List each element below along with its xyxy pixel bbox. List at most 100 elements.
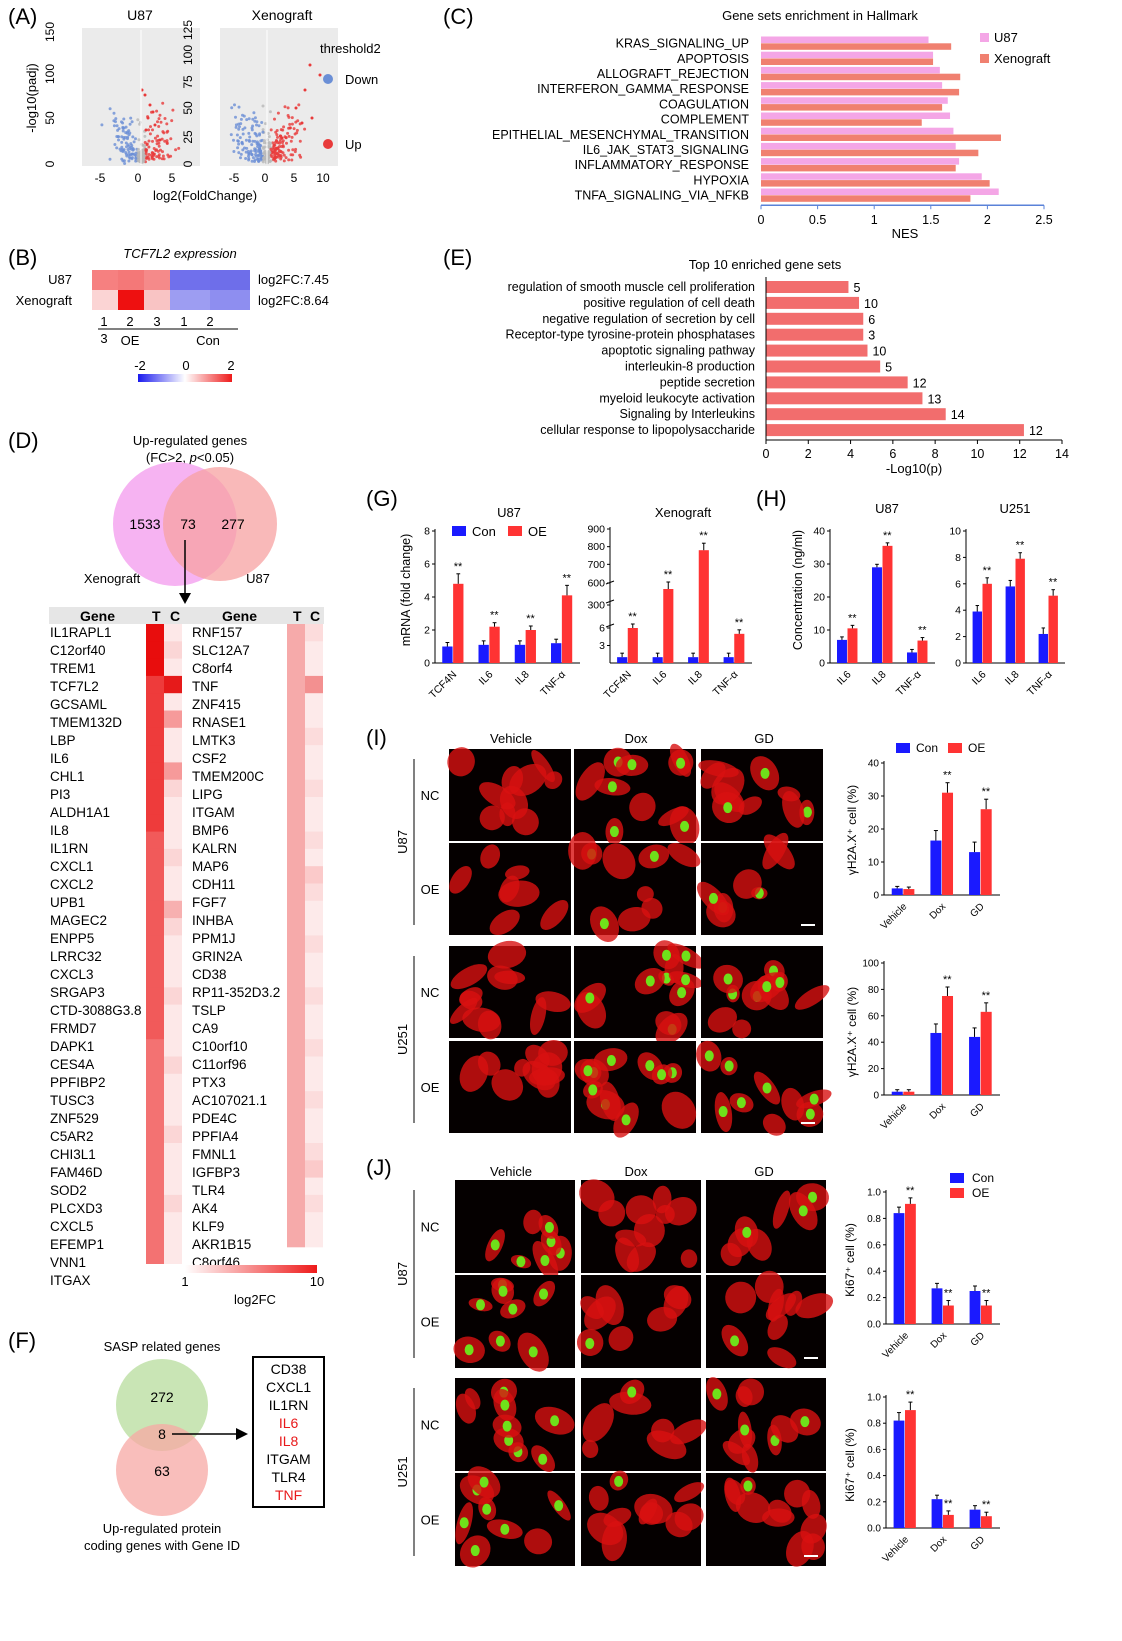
chart-c-category: APOPTOSIS — [677, 52, 749, 66]
cell-nucleus — [585, 1337, 595, 1349]
volcano-left-ytick: 0 — [43, 160, 57, 167]
bar-category: TNF-α — [1025, 669, 1055, 699]
gene-name: ITGAM — [192, 805, 235, 820]
heatmap-cell — [92, 290, 118, 310]
gene-name: LRRC32 — [50, 949, 102, 964]
gene-heat-c-cell — [305, 883, 323, 902]
cell-body — [568, 832, 598, 870]
cell-body — [479, 805, 505, 831]
gene-name: IL6 — [50, 751, 69, 766]
bar-category: Dox — [928, 901, 948, 921]
gene-heat-c-cell — [305, 1229, 323, 1248]
cell-nucleus — [798, 1205, 808, 1217]
volcano-point — [253, 149, 257, 153]
gene-heat-c-cell — [305, 1056, 323, 1075]
volcano-point — [237, 151, 241, 155]
cell-nucleus — [540, 1255, 550, 1267]
gene-heat-t-cell — [287, 1039, 305, 1057]
cell-nucleus — [708, 892, 718, 904]
heatmap-col: 1 — [180, 314, 187, 329]
gene-scale-max: 10 — [310, 1274, 324, 1289]
cell-nucleus — [704, 1050, 714, 1062]
cell-nucleus — [607, 781, 617, 793]
bar-con — [478, 644, 489, 663]
heatmap-cell — [118, 290, 144, 310]
gene-heat-t-cell — [287, 848, 305, 867]
chart-c-bar — [761, 164, 956, 172]
volcano-point — [290, 116, 294, 120]
gene-name: TNF — [192, 679, 219, 694]
gene-heat-t-cell — [146, 1194, 164, 1213]
chart-c-xlabel: NES — [892, 226, 919, 240]
volcano-point — [276, 111, 280, 115]
bar-ytick: 60 — [868, 1011, 880, 1022]
volcano-legend-title: threshold2 — [320, 41, 381, 56]
volcano-point — [253, 119, 257, 123]
volcano-point — [250, 159, 254, 163]
chart-c-bar — [761, 188, 999, 195]
bar-con — [652, 657, 663, 663]
volcano-point — [254, 132, 258, 136]
gene-heat-c-cell — [164, 624, 182, 642]
bar-oe — [561, 595, 573, 663]
cell-nucleus — [743, 1480, 753, 1492]
gene-name: RNF157 — [192, 625, 243, 640]
chart-c-bar — [761, 51, 934, 59]
volcano-point — [143, 145, 147, 149]
gene-name: ENPP5 — [50, 931, 95, 946]
volcano-point — [281, 139, 285, 143]
volcano-point — [121, 121, 125, 125]
volcano-point — [286, 131, 290, 135]
row-label: NC — [421, 788, 440, 803]
volcano-point — [147, 145, 151, 149]
chart-c-legend-swatch — [980, 54, 989, 63]
volcano-point — [144, 128, 148, 132]
row-label: OE — [421, 1513, 440, 1528]
volcano-right-ytick: 75 — [181, 75, 195, 89]
volcano-point — [141, 143, 145, 147]
bar-ytick: 2 — [424, 625, 430, 637]
gene-name: TREM1 — [50, 661, 96, 676]
bar-category: TNF-α — [538, 669, 568, 699]
volcano-point — [118, 147, 122, 151]
volcano-point — [155, 142, 159, 146]
gene-heat-c-cell — [305, 866, 323, 884]
cell-nucleus — [508, 1303, 518, 1315]
row-label: NC — [421, 1418, 440, 1433]
gene-name: FMNL1 — [192, 1147, 237, 1162]
bar-category: TNF-α — [894, 669, 924, 699]
cell-line-label: U251 — [395, 1456, 410, 1487]
volcano-point — [247, 158, 251, 162]
venn-left-name: Xenograft — [84, 571, 141, 586]
bar-significance: ** — [664, 569, 673, 581]
gene-scale-bar — [185, 1265, 317, 1273]
volcano-point — [112, 119, 116, 123]
gene-name: CDH11 — [192, 877, 236, 892]
volcano-point — [169, 137, 173, 141]
gene-heat-t-cell — [287, 1004, 305, 1023]
volcano-point — [247, 154, 250, 158]
heatmap-title: TCF7L2 expression — [123, 246, 236, 261]
volcano-point — [285, 141, 288, 145]
gene-name: CES4A — [50, 1057, 95, 1072]
bar-ytick: 0.6 — [867, 1240, 881, 1251]
chart-c-legend-label: U87 — [994, 30, 1018, 45]
volcano-point — [112, 111, 116, 115]
bar-ytick: 0 — [819, 658, 825, 670]
chart-h-title: U251 — [999, 501, 1030, 516]
cell-nucleus — [740, 1424, 750, 1436]
volcano-point — [290, 158, 294, 162]
bar-significance: ** — [628, 611, 637, 623]
gene-heat-t-cell — [146, 848, 164, 867]
bar-category: IL8 — [1003, 669, 1022, 688]
cell-nucleus — [479, 1476, 489, 1488]
volcano-point — [165, 139, 169, 143]
chart-j-ylabel: Ki67⁺ cell (%) — [843, 1428, 857, 1502]
volcano-point — [290, 122, 294, 126]
chart-c-bar — [761, 58, 934, 65]
bar-ytick: 0.4 — [867, 1471, 881, 1482]
gene-heat-c-cell — [164, 1160, 182, 1179]
volcano-point — [272, 151, 276, 155]
cell-body — [629, 792, 656, 822]
gene-heat-t-cell — [287, 1056, 305, 1075]
